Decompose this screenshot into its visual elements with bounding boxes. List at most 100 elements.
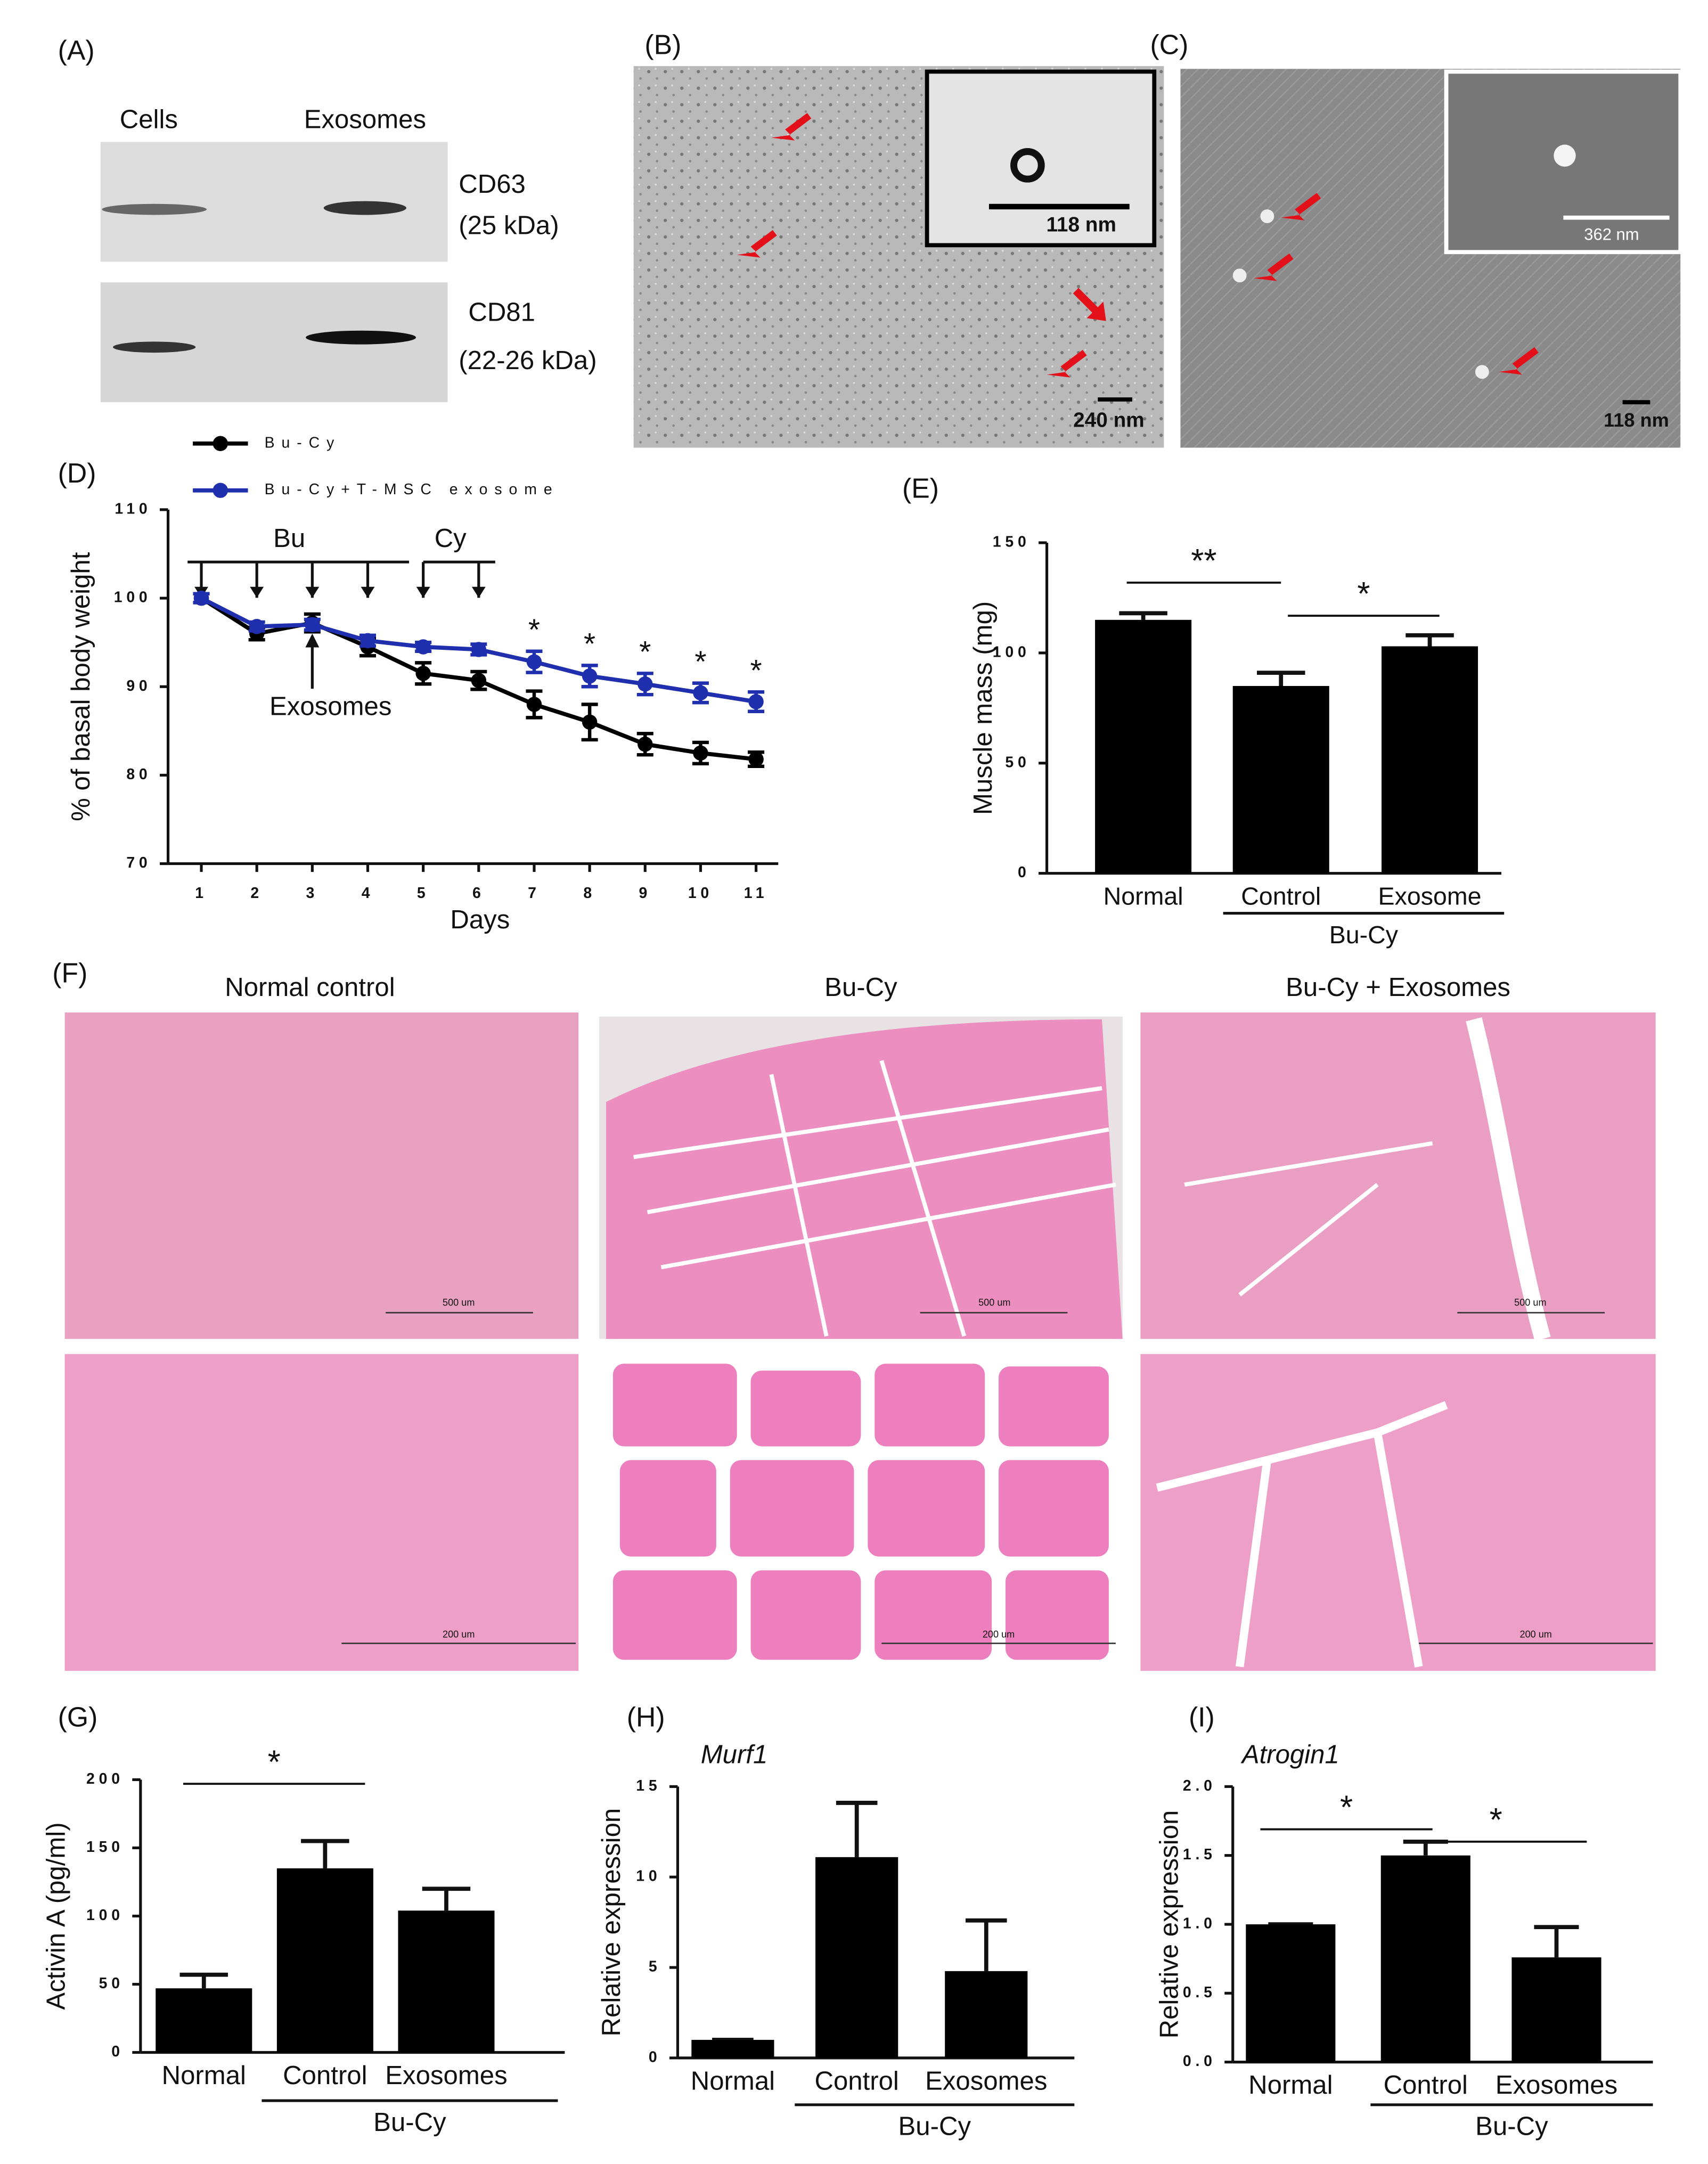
point: [415, 639, 431, 655]
band-size: (22-26 kDa): [459, 346, 596, 375]
bar: [1380, 1855, 1470, 2062]
x-tick-label: Exosome: [1378, 883, 1482, 910]
point: [249, 619, 265, 634]
y-tick-label: 1.5: [1183, 1846, 1216, 1863]
y-tick-label: 2.0: [1183, 1777, 1216, 1794]
bar: [815, 1857, 898, 2058]
y-tick-label: 50: [99, 1975, 124, 1992]
error-bar: [1256, 671, 1305, 686]
point: [582, 714, 598, 730]
significance: *: [528, 613, 540, 647]
error-bar: [1403, 1839, 1448, 1856]
band-label: CD63: [459, 170, 526, 199]
vesicle: [1475, 365, 1489, 379]
y-tick-label: 90: [126, 677, 151, 695]
bar: [1511, 1957, 1601, 2062]
y-tick-label: 0.0: [1183, 2053, 1216, 2070]
band-label: CD81: [468, 298, 535, 327]
scale-label: 500 um: [978, 1297, 1010, 1308]
error-bar: [1534, 1925, 1579, 1958]
error-bar: [1405, 633, 1454, 647]
error-bar: [836, 1801, 878, 1857]
error-bar: [422, 1887, 471, 1911]
y-tick-label: 110: [115, 500, 151, 517]
error-bar: [1119, 611, 1167, 620]
point: [526, 697, 542, 712]
error-bar: [301, 1839, 349, 1868]
bar: [945, 1971, 1028, 2058]
y-tick-label: 0: [111, 2043, 124, 2060]
panel-label: (G): [58, 1701, 98, 1732]
point: [471, 642, 487, 657]
scale-label: 118 nm: [1046, 213, 1116, 236]
x-tick-label: 11: [744, 885, 769, 902]
panel-label: (A): [58, 35, 95, 66]
y-tick-label: 10: [636, 1868, 661, 1885]
x-tick-label: Normal: [691, 2067, 775, 2095]
scale-label: 200 um: [983, 1629, 1015, 1640]
y-tick-label: 0: [649, 2048, 661, 2065]
bar: [1232, 685, 1329, 873]
bar: [691, 2039, 774, 2058]
y-tick-label: 100: [114, 589, 152, 606]
bar: [1095, 619, 1192, 873]
x-tick-label: 6: [472, 885, 485, 902]
point: [415, 666, 431, 681]
point: [471, 673, 487, 688]
panel-label: (H): [627, 1701, 665, 1732]
x-tick-label: 5: [417, 885, 430, 902]
x-tick-label: 1: [195, 885, 208, 902]
lane-label: Exosomes: [304, 105, 426, 134]
bar: [1246, 1924, 1336, 2062]
x-tick-label: 2: [250, 885, 263, 902]
x-tick-label: 7: [528, 885, 541, 902]
x-tick-label: 4: [362, 885, 374, 902]
group-label: Bu-Cy: [1475, 2112, 1548, 2141]
scale-label: 240 nm: [1073, 409, 1145, 432]
y-tick-label: 5: [649, 1958, 661, 1975]
scale-label: 200 um: [443, 1629, 475, 1640]
point: [748, 694, 764, 709]
annotation: Cy: [435, 524, 467, 553]
x-tick-label: Control: [1384, 2071, 1468, 2100]
arrow-head: [305, 633, 320, 648]
point: [360, 633, 375, 649]
bar: [156, 1988, 252, 2053]
arrows: [737, 113, 1539, 378]
legend-marker: [213, 483, 228, 498]
x-tick-label: Exosomes: [925, 2067, 1047, 2095]
y-axis-label: % of basal body weight: [67, 552, 95, 821]
scale-label: 118 nm: [1604, 409, 1669, 431]
scale-label: 362 nm: [1584, 225, 1639, 243]
legend-marker: [213, 436, 228, 451]
panel-label: (B): [644, 29, 681, 60]
band: [102, 203, 207, 215]
column-title: Bu-Cy: [824, 973, 897, 1002]
histology: [64, 1012, 1656, 1671]
x-tick-label: 3: [306, 885, 319, 902]
vesicle: [1010, 148, 1045, 183]
significance: *: [639, 635, 651, 669]
arrow-head: [361, 586, 375, 598]
annotation: Exosomes: [269, 692, 391, 721]
bar: [1382, 646, 1478, 873]
y-tick-label: 150: [86, 1839, 124, 1856]
panel-label: (C): [1150, 29, 1189, 60]
scale-bars: [341, 1312, 1653, 1644]
error-bar: [965, 1918, 1007, 1971]
y-tick-label: 100: [86, 1907, 124, 1924]
group-label: Bu-Cy: [898, 2112, 971, 2141]
x-tick-label: Control: [814, 2067, 898, 2095]
significance: *: [268, 1744, 281, 1781]
lane-label: Cells: [120, 105, 178, 134]
y-tick-label: 70: [126, 854, 151, 871]
y-tick-label: 50: [1005, 754, 1030, 771]
chart-title: Murf1: [701, 1740, 768, 1769]
x-tick-label: Normal: [1104, 883, 1183, 910]
significance: *: [694, 644, 706, 679]
annotation: Bu: [273, 524, 305, 553]
y-tick-label: 0.5: [1183, 1984, 1216, 2001]
band: [306, 330, 416, 345]
arrow-head: [416, 586, 430, 598]
